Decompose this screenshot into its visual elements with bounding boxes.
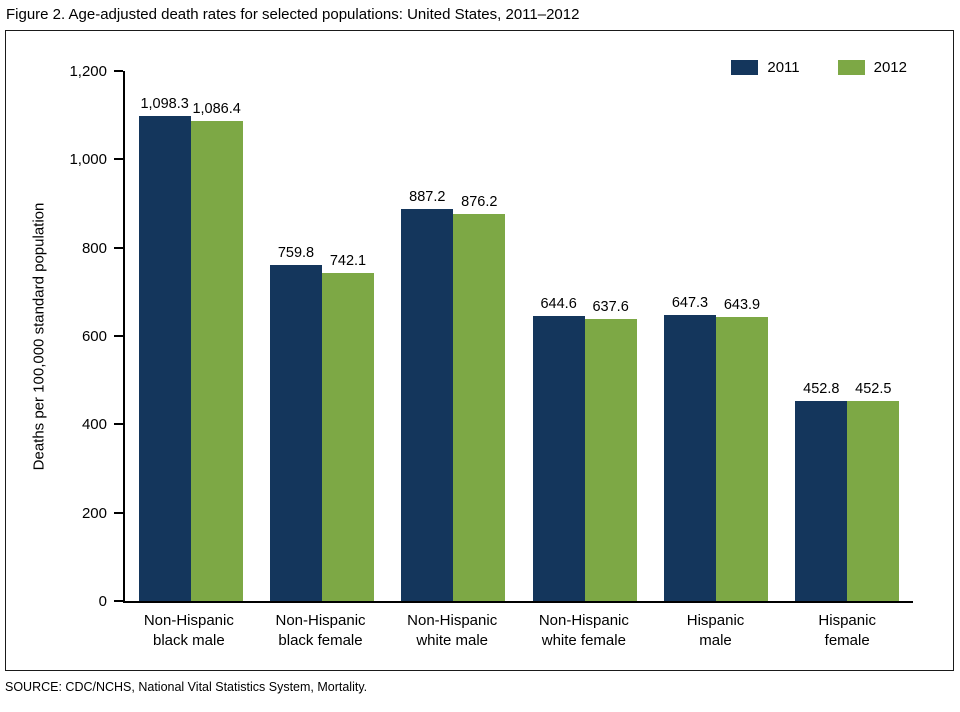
value-label: 876.2 <box>461 194 498 211</box>
bar-2011: 1,098.3 <box>138 96 191 601</box>
value-label: 647.3 <box>671 295 709 312</box>
bar-group: 887.2 876.2 <box>388 71 519 601</box>
y-tick-mark <box>114 246 123 249</box>
x-category-label: Non-Hispanic white female <box>538 612 629 649</box>
bar-2012: 742.1 <box>321 253 374 601</box>
legend-label: 2011 <box>767 59 800 76</box>
bar-2011: 452.8 <box>795 381 848 601</box>
source-note: SOURCE: CDC/NCHS, National Vital Statist… <box>5 680 368 694</box>
y-tick-mark <box>114 600 123 602</box>
value-label: 1,086.4 <box>192 101 241 118</box>
y-tick-label: 400 <box>81 416 107 434</box>
value-label: 742.1 <box>329 253 367 270</box>
legend-swatch-2012 <box>837 60 865 75</box>
x-category-label: Non-Hispanic white male <box>407 612 498 649</box>
x-category-label: Non-Hispanic black male <box>143 612 234 649</box>
value-label: 759.8 <box>277 245 315 262</box>
y-tick-label: 200 <box>81 504 107 522</box>
value-label: 1,098.3 <box>140 95 189 112</box>
legend-swatch-2011 <box>731 60 759 75</box>
bar-group: 452.8 452.5 <box>782 71 913 601</box>
bar-2012: 876.2 <box>453 194 506 601</box>
y-tick-label: 0 <box>98 593 107 610</box>
y-tick-mark <box>114 511 123 514</box>
y-tick-mark <box>114 335 123 337</box>
y-tick-label: 1,000 <box>69 151 107 169</box>
legend: 2011 2012 <box>731 59 907 76</box>
x-category-label: Hispanic female <box>818 612 876 649</box>
y-tick-label: 800 <box>81 239 107 257</box>
value-label: 643.9 <box>723 296 761 313</box>
bar-groups: 1,098.3 1,086.4 759.8 742.1 887.2 876.2 644.6 6… <box>125 71 913 601</box>
y-tick-mark <box>114 70 123 72</box>
value-label: 637.6 <box>592 299 629 316</box>
x-category-label: Hispanic male <box>686 612 745 649</box>
bar-2011: 644.6 <box>532 296 585 601</box>
bar-group: 644.6 637.6 <box>519 71 650 601</box>
legend-item-2011: 2011 <box>731 59 800 76</box>
figure-title: Figure 2. Age-adjusted death rates for s… <box>6 6 580 23</box>
bar-2012: 452.5 <box>847 381 900 601</box>
value-label: 452.8 <box>803 381 840 398</box>
y-axis-label: Deaths per 100,000 standard population <box>30 202 48 471</box>
value-label: 644.6 <box>540 296 577 313</box>
value-label: 452.5 <box>855 381 892 398</box>
bar-group: 759.8 742.1 <box>256 71 387 601</box>
bar-2012: 637.6 <box>584 299 637 601</box>
legend-label: 2012 <box>873 59 907 76</box>
bar-2012: 643.9 <box>715 297 768 601</box>
bar-group: 1,098.3 1,086.4 <box>125 71 256 601</box>
bar-2012: 1,086.4 <box>190 101 243 601</box>
bar-2011: 647.3 <box>663 295 716 601</box>
chart-container: 2011 2012 Deaths per 100,000 standard pop… <box>5 30 954 671</box>
y-tick-mark <box>114 158 123 161</box>
bar-group: 647.3 643.9 <box>650 71 781 601</box>
y-tick-mark <box>114 423 123 426</box>
x-category-label: Non-Hispanic black female <box>275 612 366 649</box>
plot-area: 0 200 400 600 800 1,000 1,200 1,098.3 1,086.4 75… <box>69 63 913 610</box>
y-tick-label: 600 <box>81 328 107 345</box>
value-label: 887.2 <box>409 189 446 206</box>
legend-item-2012: 2012 <box>837 59 907 76</box>
bar-2011: 887.2 <box>401 189 454 601</box>
bar-2011: 759.8 <box>269 245 322 601</box>
y-tick-label: 1,200 <box>69 63 107 80</box>
x-category-labels: Non-Hispanic black male Non-Hispanic blac… <box>123 611 913 650</box>
